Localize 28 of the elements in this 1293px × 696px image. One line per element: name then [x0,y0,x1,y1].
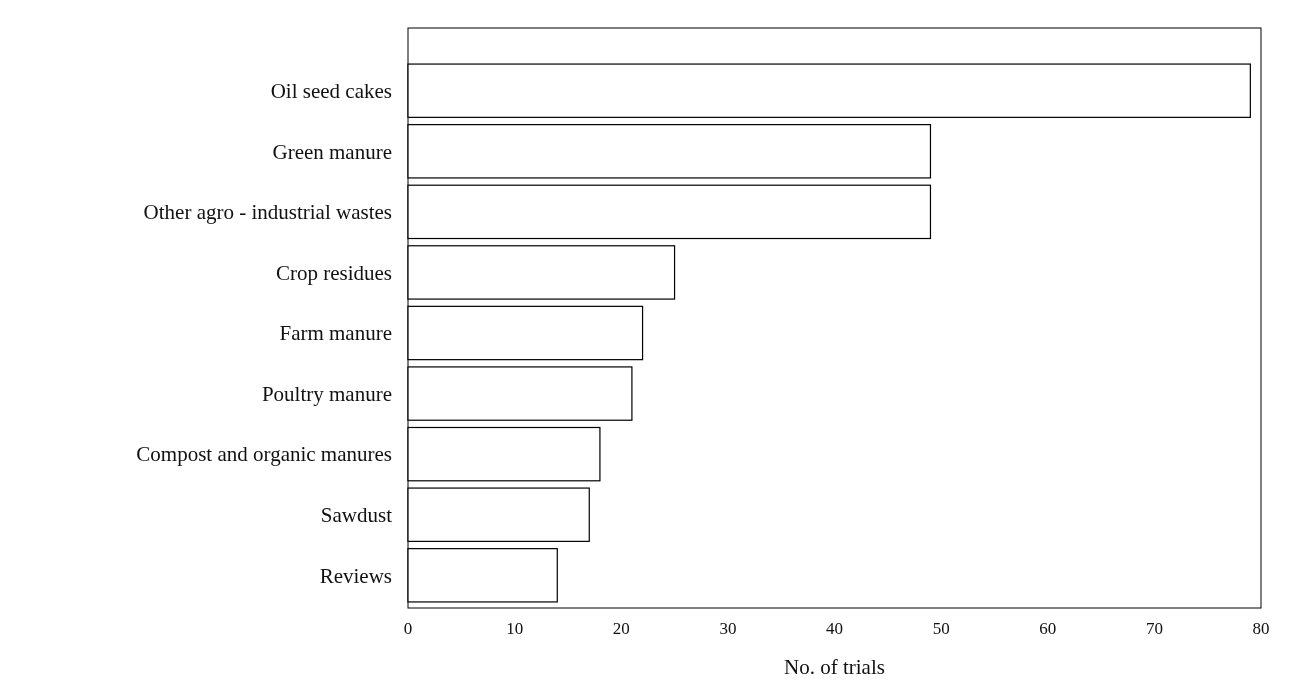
x-tick-label: 40 [826,619,843,638]
y-tick-label: Reviews [319,563,392,588]
y-tick-label: Compost and organic manures [136,442,392,467]
bar [407,305,644,361]
y-tick-label: Green manure [272,139,392,164]
x-tick-label: 50 [932,619,950,638]
x-tick-label: 80 [1252,619,1270,638]
bar [407,184,932,240]
y-tick-label: Other agro - industrial wastes [143,200,392,225]
x-axis-title: No. of trials [784,655,885,679]
bar [407,487,590,542]
y-tick-label: Crop residues [275,260,392,285]
x-tick-label: 20 [612,619,630,638]
bar [407,426,601,482]
x-tick-label: 0 [403,619,413,638]
bar [407,366,633,421]
x-tick-label: 70 [1145,619,1163,638]
y-tick-label: Oil seed cakes [270,79,392,104]
bar [407,124,932,179]
x-tick-label: 30 [719,619,737,638]
bar [407,245,676,300]
y-tick-label: Sawdust [320,503,393,528]
y-tick-label: Farm manure [279,321,392,346]
bar [407,548,558,603]
bar [407,63,1251,118]
x-tick-label: 10 [506,619,524,638]
x-tick-label: 60 [1039,619,1057,638]
y-tick-label: Poultry manure [261,381,392,406]
